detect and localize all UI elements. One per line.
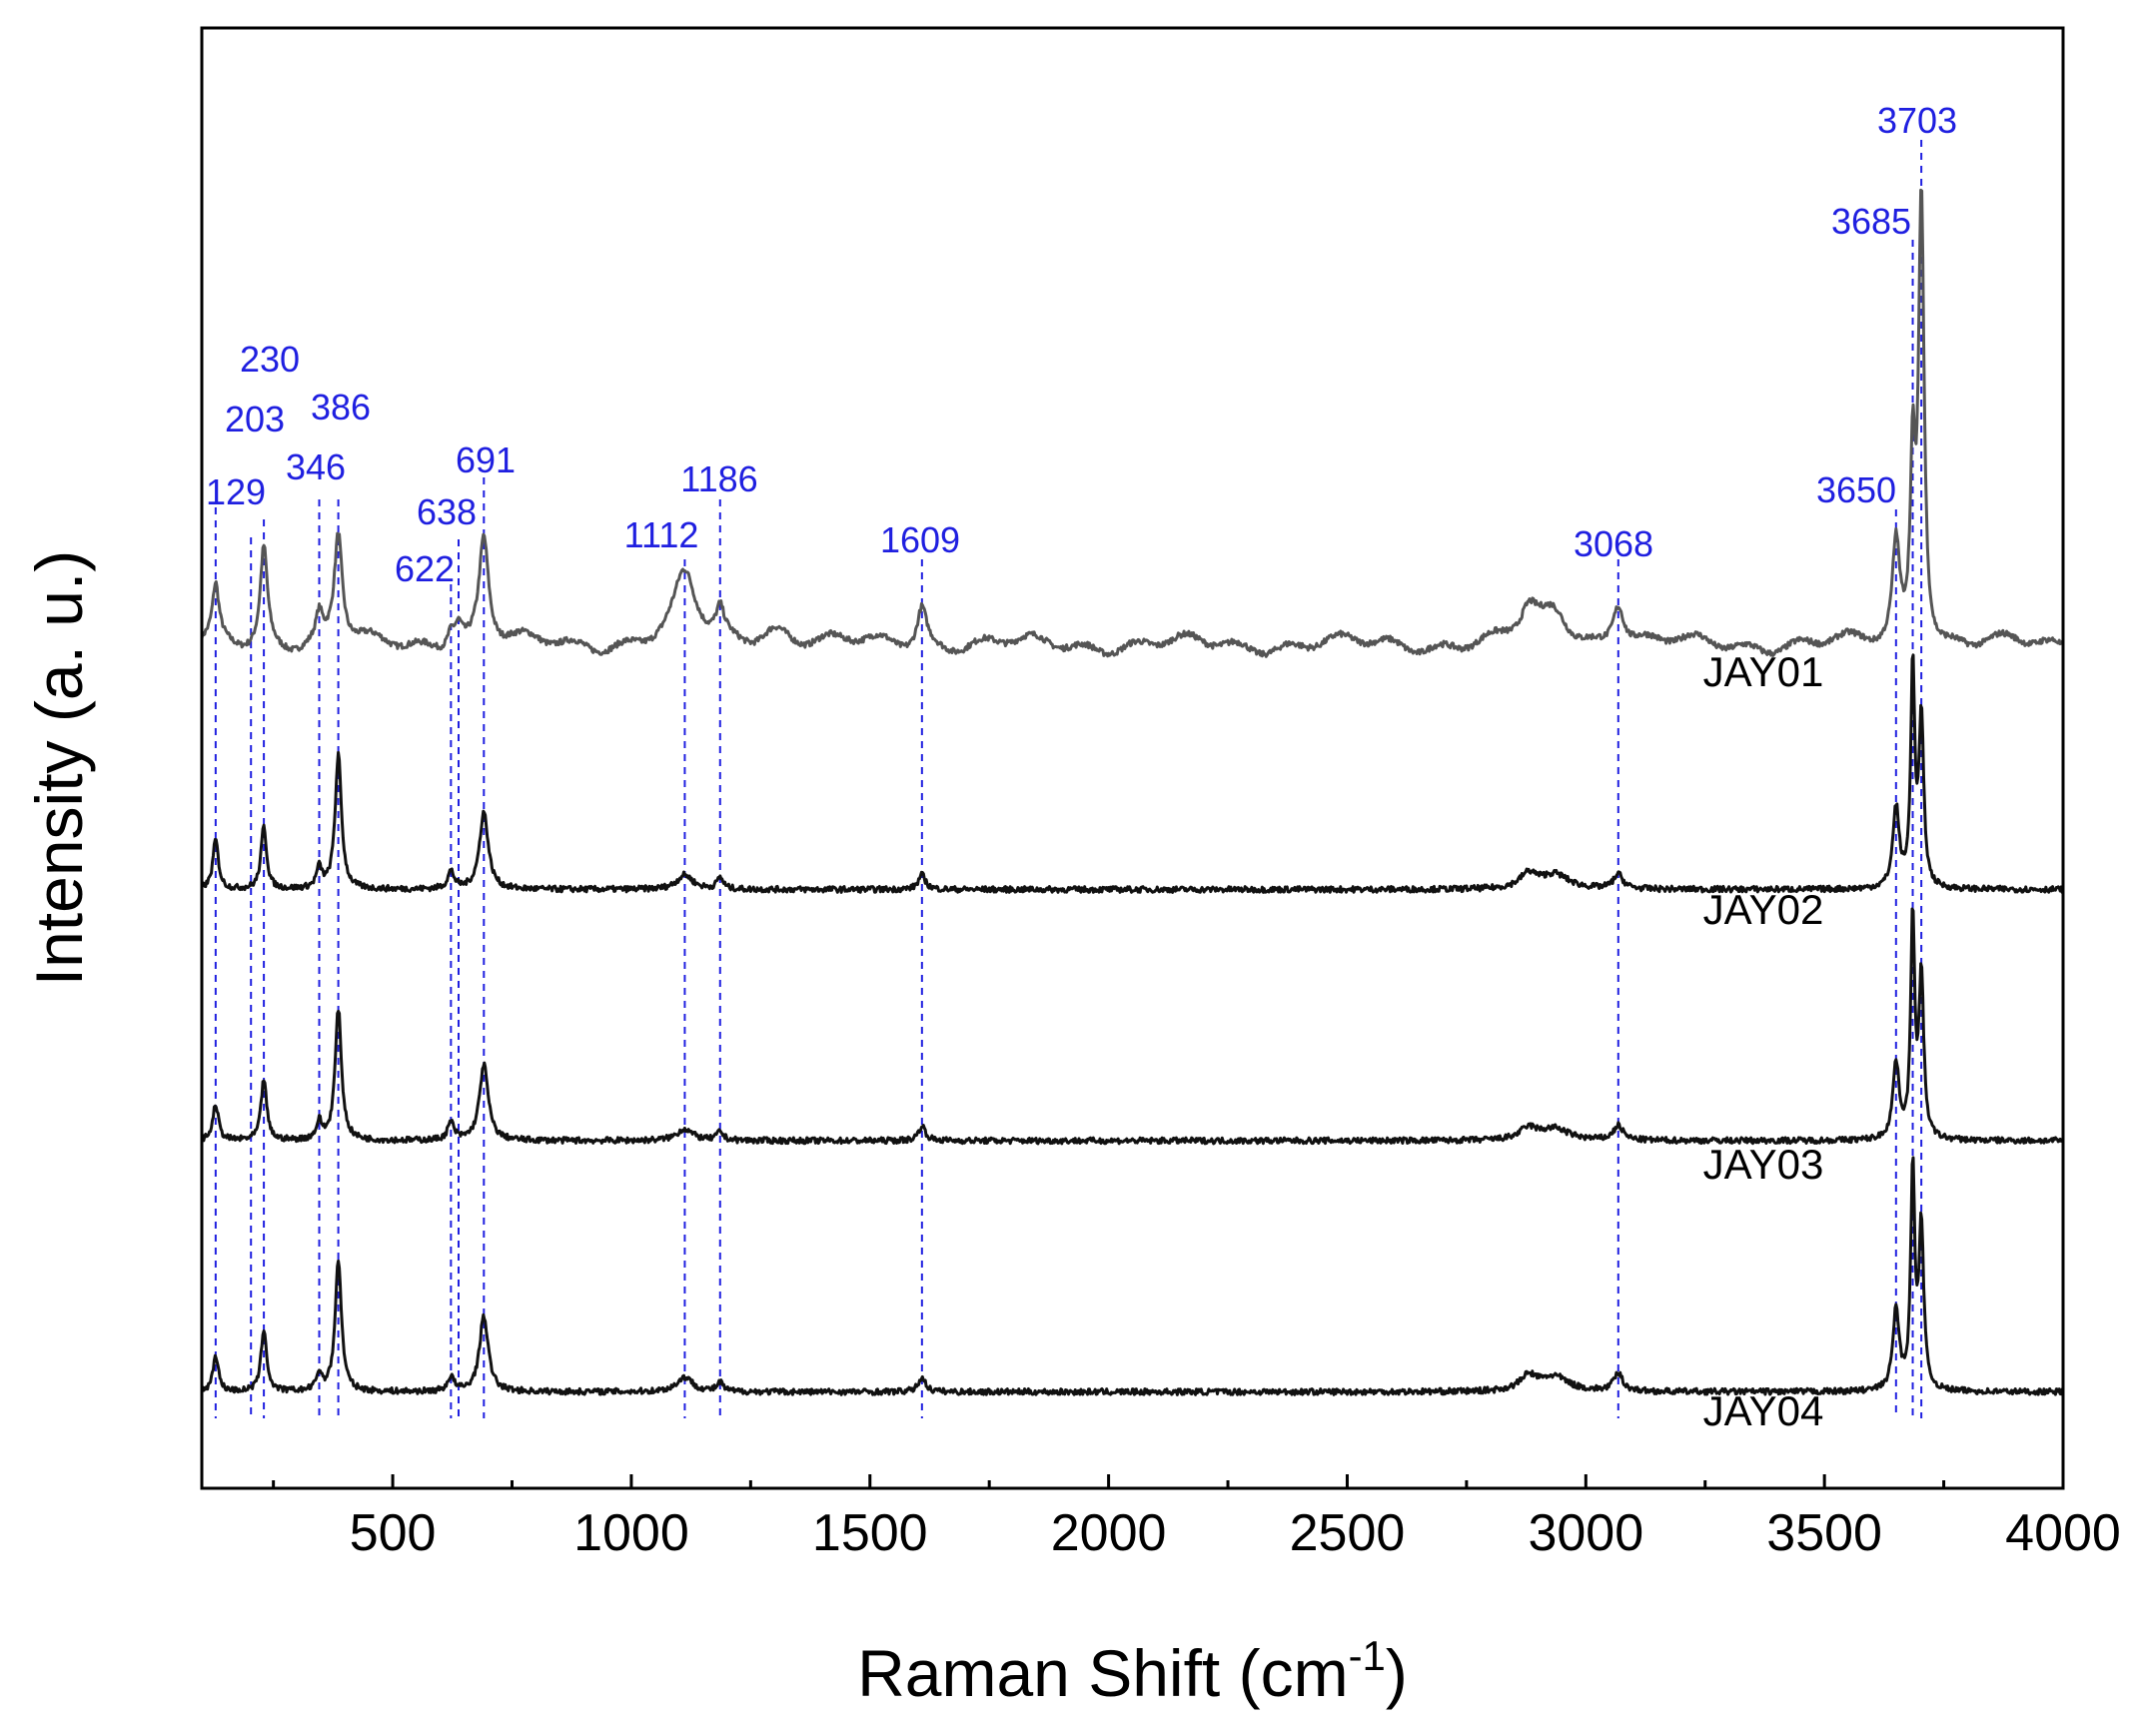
x-axis-title-close: ) bbox=[1386, 1636, 1408, 1710]
x-tick-label: 2500 bbox=[1290, 1504, 1406, 1562]
x-tick-label: 1500 bbox=[812, 1504, 928, 1562]
sample-label-jay02: JAY02 bbox=[1703, 886, 1824, 933]
x-axis: 500 1000 1500 2000 2500 3000 3500 4000 bbox=[272, 1474, 2121, 1562]
x-tick-label: 4000 bbox=[2005, 1504, 2121, 1562]
peak-label-1609: 1609 bbox=[880, 519, 960, 560]
peak-label-386: 386 bbox=[311, 387, 371, 428]
peak-label-3703: 3703 bbox=[1877, 100, 1957, 141]
sample-label-jay01: JAY01 bbox=[1703, 648, 1824, 695]
peak-label-3068: 3068 bbox=[1574, 523, 1653, 564]
peak-label-638: 638 bbox=[417, 491, 477, 532]
sample-label-jay03: JAY03 bbox=[1703, 1141, 1824, 1188]
peak-label-622: 622 bbox=[395, 548, 455, 589]
x-tick-label: 3000 bbox=[1528, 1504, 1643, 1562]
spectrum-jay04 bbox=[200, 1156, 2064, 1396]
x-axis-title-text: Raman Shift (cm bbox=[857, 1636, 1348, 1710]
spectra-series bbox=[200, 188, 2065, 1396]
spectrum-jay01 bbox=[200, 188, 2065, 658]
peak-label-203: 203 bbox=[225, 399, 285, 439]
sample-label-jay04: JAY04 bbox=[1703, 1387, 1824, 1434]
peak-label-346: 346 bbox=[286, 446, 346, 487]
peak-label-3685: 3685 bbox=[1831, 201, 1911, 242]
peak-labels: 129 203 230 346 386 622 638 691 1112 1186 1609 3068… bbox=[206, 100, 1957, 589]
spectrum-jay03 bbox=[200, 907, 2065, 1146]
x-axis-title-superscript: -1 bbox=[1349, 1632, 1386, 1679]
x-tick-label: 500 bbox=[350, 1504, 437, 1562]
x-tick-label: 3500 bbox=[1766, 1504, 1882, 1562]
peak-label-1112: 1112 bbox=[624, 514, 699, 555]
peak-label-129: 129 bbox=[206, 471, 266, 512]
x-axis-title: Raman Shift (cm-1) bbox=[857, 1632, 1408, 1710]
sample-labels: JAY01 JAY02 JAY03 JAY04 bbox=[1703, 648, 1824, 1434]
peak-label-230: 230 bbox=[240, 339, 300, 380]
peak-label-3650: 3650 bbox=[1816, 469, 1896, 510]
peak-label-691: 691 bbox=[456, 439, 516, 480]
peak-guide-lines bbox=[214, 140, 1923, 1418]
plot-frame bbox=[200, 26, 2065, 1490]
x-tick-label: 1000 bbox=[573, 1504, 689, 1562]
peak-label-1186: 1186 bbox=[680, 458, 757, 499]
y-axis-title: Intensity (a. u.) bbox=[22, 550, 96, 987]
x-tick-label: 2000 bbox=[1051, 1504, 1167, 1562]
spectrum-jay02 bbox=[200, 653, 2065, 894]
